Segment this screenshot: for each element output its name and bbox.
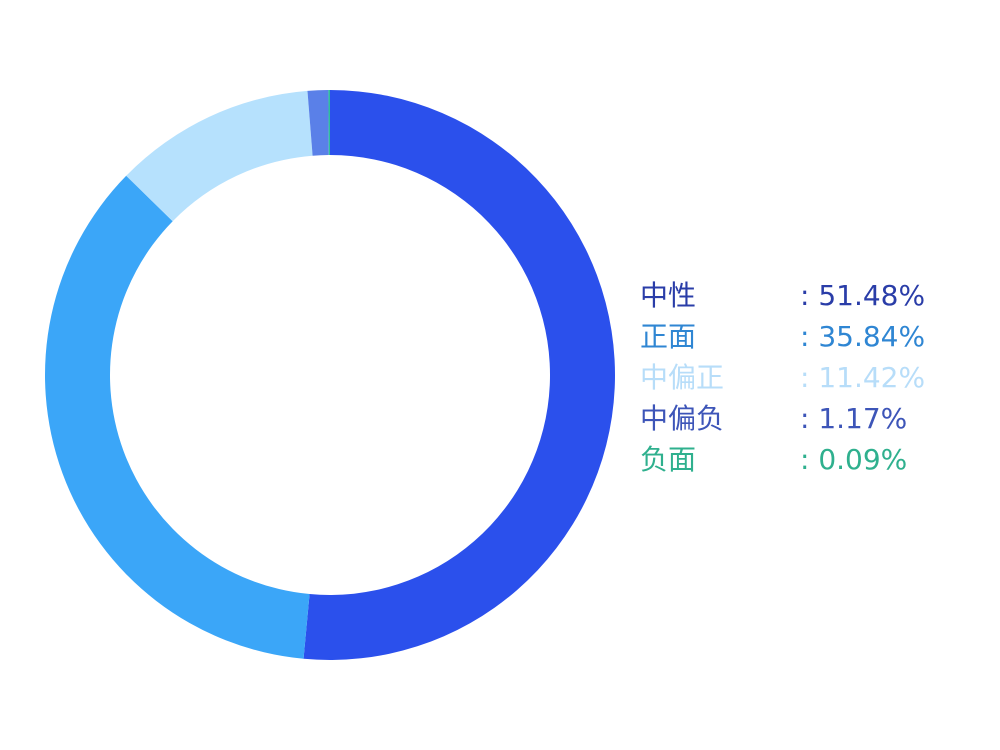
legend: 中性 : 51.48% 正面 : 35.84% 中偏正 : 11.42% 中偏负 : 1.17…: [640, 279, 925, 476]
legend-value-1: : 35.84%: [800, 320, 925, 353]
donut-slice-2: [126, 90, 313, 222]
donut-slice-4: [328, 90, 330, 156]
legend-value-0: : 51.48%: [800, 279, 925, 312]
legend-label-0: 中性: [640, 279, 696, 312]
legend-value-4: : 0.09%: [800, 443, 907, 476]
donut-slice-1: [45, 175, 310, 659]
donut-slice-0: [303, 90, 616, 661]
legend-label-1: 正面: [640, 320, 696, 353]
legend-label-3: 中偏负: [640, 402, 724, 435]
donut-slice-3: [307, 90, 329, 156]
legend-label-4: 负面: [640, 443, 696, 476]
donut-slices: [45, 90, 616, 661]
legend-label-2: 中偏正: [640, 361, 724, 394]
legend-value-3: : 1.17%: [800, 402, 907, 435]
legend-value-2: : 11.42%: [800, 361, 925, 394]
